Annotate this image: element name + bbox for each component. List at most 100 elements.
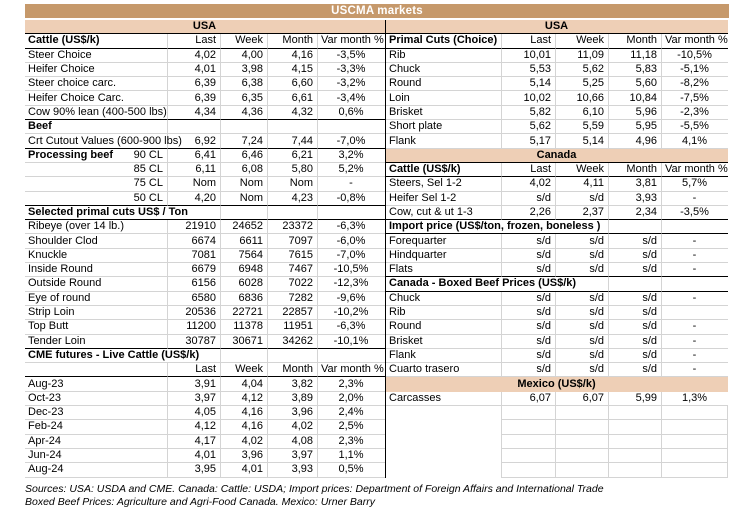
cell-week: s/d xyxy=(555,305,608,321)
cell-month: s/d xyxy=(608,334,661,349)
row-label: Hindquarter xyxy=(386,249,501,264)
table-row xyxy=(386,463,728,478)
table-row: Hindquarter s/d s/d s/d - xyxy=(386,248,728,264)
section-label: Beef xyxy=(25,120,167,135)
table-row: Processing beef 90 CL 6,41 6,46 6,21 3,2% xyxy=(25,148,385,163)
row-label: Top Butt xyxy=(25,320,167,335)
table-row: Jun-24 4,01 3,96 3,97 1,1% xyxy=(25,448,385,464)
empty-cell xyxy=(661,220,728,235)
column-header-last: Last xyxy=(167,363,220,378)
cell-week: 6028 xyxy=(220,277,267,292)
row-label: Cow 90% lean (400-500 lbs) xyxy=(25,106,167,121)
cell-month: 4,08 xyxy=(267,434,317,449)
cell-var: -10,1% xyxy=(317,334,385,349)
cell-month: 5,95 xyxy=(608,120,661,135)
table-row: Steer Choice 4,02 4,00 4,16 -3,5% xyxy=(25,48,385,63)
row-label: Steer Choice xyxy=(25,49,167,63)
cell-week: 6,46 xyxy=(220,148,267,163)
cell-last: 4,02 xyxy=(501,177,555,192)
cell-week: 22721 xyxy=(220,305,267,321)
row-label: Shoulder Clod xyxy=(25,234,167,249)
cell-var: 4,1% xyxy=(661,134,728,149)
cell-week: 11,09 xyxy=(555,48,608,63)
cell-last: 6,92 xyxy=(167,134,220,149)
cell-var: - xyxy=(661,348,728,364)
table-row: 50 CL 4,20 Nom 4,23 -0,8% xyxy=(25,191,385,206)
cell-last: s/d xyxy=(501,320,555,335)
row-label: Chuck xyxy=(386,63,501,78)
cell-week: 5,59 xyxy=(555,120,608,135)
column-header-month: Month xyxy=(267,363,317,378)
cell-last: 6,07 xyxy=(501,391,555,407)
cell-week: 5,14 xyxy=(555,134,608,149)
table-row: Brisket 5,82 6,10 5,96 -2,3% xyxy=(386,105,728,121)
cell-week: 7564 xyxy=(220,248,267,264)
cell-var: - xyxy=(661,248,728,264)
cell-month: 5,60 xyxy=(608,77,661,92)
cell-last: 5,53 xyxy=(501,62,555,78)
cell-last: 7081 xyxy=(167,248,220,264)
table-row: Canada xyxy=(386,148,728,163)
row-label: Flats xyxy=(386,263,501,278)
empty-cell xyxy=(608,406,661,421)
cell-week: 2,37 xyxy=(555,205,608,221)
cell-last: s/d xyxy=(501,334,555,349)
table-row: Last Week Month Var month % xyxy=(25,363,385,378)
table-row: Eye of round 6580 6836 7282 -9,6% xyxy=(25,291,385,306)
cell-last: 4,12 xyxy=(167,420,220,435)
row-label: Processing beef 90 CL xyxy=(25,149,167,163)
table-row: Heifer Choice Carc. 6,39 6,35 6,61 -3,4% xyxy=(25,91,385,106)
table-row: Heifer Choice 4,01 3,98 4,15 -3,3% xyxy=(25,62,385,78)
cell-var: -10,5% xyxy=(661,48,728,63)
cell-week: s/d xyxy=(555,348,608,364)
cell-week: 6,07 xyxy=(555,391,608,407)
table-row: Cattle (US$/k) Last Week Month Var month % xyxy=(386,162,728,178)
cell-var xyxy=(661,305,728,321)
row-label: Cattle (US$/k) xyxy=(25,34,167,49)
table-row: USA xyxy=(25,20,385,35)
report-title: USCMA markets xyxy=(25,4,729,18)
cell-month: 10,84 xyxy=(608,91,661,106)
empty-cell xyxy=(661,434,728,449)
cell-week: 5,25 xyxy=(555,77,608,92)
empty-cell xyxy=(555,434,608,449)
cell-month: 4,23 xyxy=(267,191,317,206)
table-row: Primal Cuts (Choice) Last Week Month Var mon… xyxy=(386,34,728,49)
table-row: Feb-24 4,12 4,16 4,02 2,5% xyxy=(25,420,385,435)
cell-week: 4,00 xyxy=(220,48,267,63)
cell-var: -6,3% xyxy=(317,320,385,335)
cell-var: -3,3% xyxy=(317,62,385,78)
cell-week: 3,98 xyxy=(220,62,267,78)
cell-week: 4,16 xyxy=(220,406,267,421)
cell-var: -5,5% xyxy=(661,120,728,135)
cell-month: 3,96 xyxy=(267,406,317,421)
column-header-var: Var month % xyxy=(317,363,385,378)
cell-week: 6,10 xyxy=(555,105,608,121)
cell-month: 3,82 xyxy=(267,377,317,392)
cell-var: -9,6% xyxy=(317,291,385,306)
table-row: Flank 5,17 5,14 4,96 4,1% xyxy=(386,134,728,149)
cell-week: 5,62 xyxy=(555,62,608,78)
empty-cell xyxy=(608,277,661,292)
cell-month: 7615 xyxy=(267,248,317,264)
cell-last: 3,95 xyxy=(167,463,220,478)
table-row: Short plate 5,62 5,59 5,95 -5,5% xyxy=(386,120,728,135)
row-label: Ribeye (over 14 lb.) xyxy=(25,220,167,235)
table-row: Knuckle 7081 7564 7615 -7,0% xyxy=(25,248,385,264)
cell-month: 4,15 xyxy=(267,62,317,78)
cell-last: 21910 xyxy=(167,220,220,235)
table-row xyxy=(386,420,728,435)
cell-week: 4,02 xyxy=(220,434,267,449)
cell-month: s/d xyxy=(608,263,661,278)
cell-last: s/d xyxy=(501,348,555,364)
row-label xyxy=(25,363,167,378)
cell-month: 4,96 xyxy=(608,134,661,149)
cell-month: 2,34 xyxy=(608,205,661,221)
table-row: USA xyxy=(386,20,728,35)
table-row: Crt Cutout Values (600-900 lbs) 6,92 7,24 7… xyxy=(25,134,385,149)
row-label: Chuck xyxy=(386,292,501,306)
cell-month: 5,80 xyxy=(267,162,317,178)
cell-week: s/d xyxy=(555,234,608,249)
cell-last: s/d xyxy=(501,234,555,249)
row-label: Heifer Sel 1-2 xyxy=(386,192,501,206)
